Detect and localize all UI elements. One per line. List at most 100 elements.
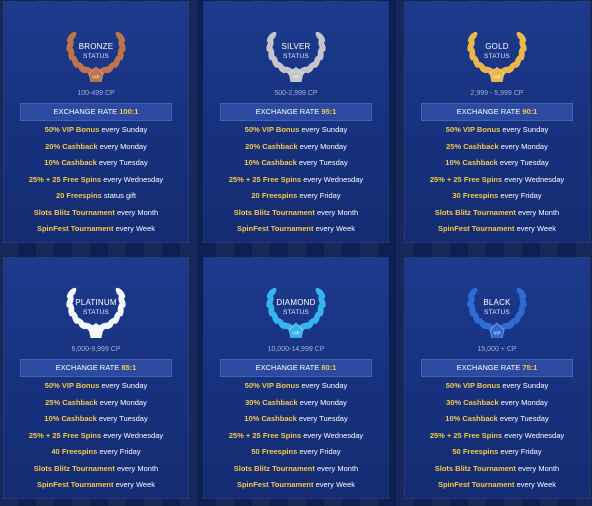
exchange-rate-label: EXCHANGE RATE: [456, 107, 521, 116]
perk-highlight: 25% + 25 Free Spins: [429, 174, 503, 184]
perk-item: Slots Blitz Tournament every Month: [4, 205, 188, 222]
perk-detail: every Month: [114, 463, 159, 473]
laurel-leaf: [514, 311, 522, 324]
perk-item: 40 Freespins every Friday: [4, 444, 188, 461]
laurel-leaf: [71, 55, 79, 68]
perk-detail: every Monday: [498, 397, 548, 407]
perk-highlight: SpinFest Tournament: [437, 224, 515, 233]
perk-item: 20% Cashback every Monday: [204, 139, 388, 156]
exchange-rate-label: EXCHANGE RATE: [255, 107, 320, 116]
perk-list: 50% VIP Bonus every Sunday 30% Cashback e…: [204, 378, 388, 494]
laurel-leaf: [514, 55, 522, 68]
perk-detail: every Friday: [297, 191, 341, 200]
perk-detail: every Monday: [297, 141, 347, 151]
laurel-leaf: [113, 311, 121, 324]
perk-highlight: 50 Freespins: [251, 447, 298, 456]
perk-highlight: 20 Freespins: [251, 191, 298, 200]
laurel-leaf: [516, 31, 527, 43]
perk-highlight: 10% Cashback: [244, 158, 297, 167]
perk-highlight: 20% Cashback: [45, 141, 98, 151]
perk-list: 50% VIP Bonus every Sunday 30% Cashback e…: [405, 378, 589, 494]
perk-highlight: 10% Cashback: [445, 158, 498, 167]
perk-item: 25% + 25 Free Spins every Wednesday: [204, 172, 388, 189]
perk-item: 25% Cashback every Monday: [4, 395, 188, 412]
laurel-badge-icon: VIP: [261, 268, 331, 338]
laurel-leaf: [506, 62, 517, 74]
exchange-rate-value: 100:1: [119, 107, 139, 116]
perk-detail: every Wednesday: [101, 430, 164, 440]
perk-item: 50% VIP Bonus every Sunday: [204, 378, 388, 395]
laurel-leaf: [506, 318, 517, 330]
laurel-leaf: [305, 62, 316, 74]
vip-shield-icon: [88, 322, 104, 338]
perk-highlight: 40 Freespins: [51, 447, 98, 456]
perk-item: 10% Cashback every Tuesday: [405, 155, 589, 172]
perk-item: Slots Blitz Tournament every Month: [4, 461, 188, 478]
tier-status-label: STATUS: [83, 53, 109, 60]
laurel-leaf: [79, 322, 93, 329]
exchange-rate-bar: EXCHANGE RATE 85:1: [20, 359, 172, 377]
perk-highlight: Slots Blitz Tournament: [33, 207, 115, 217]
tier-status-label: STATUS: [283, 53, 309, 60]
tier-card-diamond: VIP DIAMOND STATUS 10,000-14,999 CP EXCH…: [204, 258, 388, 498]
laurel-leaf: [516, 287, 527, 299]
laurel-leaf: [66, 287, 77, 299]
perk-item: 25% + 25 Free Spins every Wednesday: [204, 428, 388, 445]
tier-status-label: STATUS: [484, 309, 510, 316]
perk-item: 30 Freespins every Friday: [405, 188, 589, 205]
perk-highlight: 50% VIP Bonus: [445, 381, 501, 390]
perk-highlight: 25% Cashback: [446, 141, 499, 151]
perk-detail: every Wednesday: [502, 430, 565, 440]
perk-highlight: 10% Cashback: [244, 414, 297, 423]
perk-item: 25% + 25 Free Spins every Wednesday: [405, 172, 589, 189]
perk-highlight: 30% Cashback: [245, 397, 298, 407]
perk-detail: every Friday: [297, 447, 341, 456]
perk-item: 10% Cashback every Tuesday: [204, 155, 388, 172]
laurel-leaf: [105, 62, 116, 74]
perk-item: SpinFest Tournament every Week: [204, 221, 388, 238]
perk-item: SpinFest Tournament every Week: [204, 477, 388, 494]
perk-item: Slots Blitz Tournament every Month: [405, 205, 589, 222]
perk-detail: every Week: [313, 480, 356, 489]
vip-label: VIP: [292, 75, 299, 80]
laurel-leaf: [279, 322, 293, 329]
perk-highlight: 30% Cashback: [446, 397, 499, 407]
perk-detail: every Week: [313, 224, 356, 233]
vip-shield-icon: [88, 66, 104, 82]
perk-item: Slots Blitz Tournament every Month: [204, 461, 388, 478]
laurel-leaf: [313, 311, 321, 324]
perk-highlight: SpinFest Tournament: [36, 480, 114, 489]
perk-highlight: 10% Cashback: [44, 158, 97, 167]
perk-highlight: 50% VIP Bonus: [44, 125, 100, 134]
perk-highlight: 50% VIP Bonus: [244, 381, 300, 390]
laurel-leaf: [113, 55, 121, 68]
exchange-rate-value: 90:1: [522, 107, 538, 116]
vip-shield-icon: [288, 322, 304, 338]
perk-item: 10% Cashback every Tuesday: [405, 411, 589, 428]
exchange-rate-value: 80:1: [321, 363, 337, 372]
perk-item: 50% VIP Bonus every Sunday: [204, 122, 388, 139]
laurel-leaf: [71, 311, 79, 324]
perk-detail: every Sunday: [500, 381, 549, 390]
perk-item: 25% Cashback every Monday: [405, 139, 589, 156]
perk-highlight: Slots Blitz Tournament: [233, 207, 315, 217]
perk-item: 20% Cashback every Monday: [4, 139, 188, 156]
perk-detail: every Monday: [97, 141, 147, 151]
perk-detail: every Tuesday: [96, 158, 148, 167]
exchange-rate-label: EXCHANGE RATE: [456, 363, 521, 372]
laurel-leaf: [480, 322, 494, 329]
laurel-leaf: [266, 31, 277, 43]
exchange-rate-bar: EXCHANGE RATE 80:1: [220, 359, 372, 377]
laurel-leaf: [279, 66, 293, 73]
perk-detail: every Wednesday: [101, 174, 164, 184]
perk-item: 50% VIP Bonus every Sunday: [4, 378, 188, 395]
tier-card-black: VIP BLACK STATUS 15,000 + CP EXCHANGE RA…: [405, 258, 589, 498]
perk-item: SpinFest Tournament every Week: [4, 477, 188, 494]
tier-cp-range: 100-499 CP: [77, 90, 115, 97]
perk-item: 20 Freespins every Friday: [204, 188, 388, 205]
laurel-leaf: [480, 66, 494, 73]
perk-detail: every Week: [514, 224, 557, 233]
perk-item: 10% Cashback every Tuesday: [4, 155, 188, 172]
perk-highlight: SpinFest Tournament: [36, 224, 114, 233]
perk-detail: every Sunday: [500, 125, 549, 134]
